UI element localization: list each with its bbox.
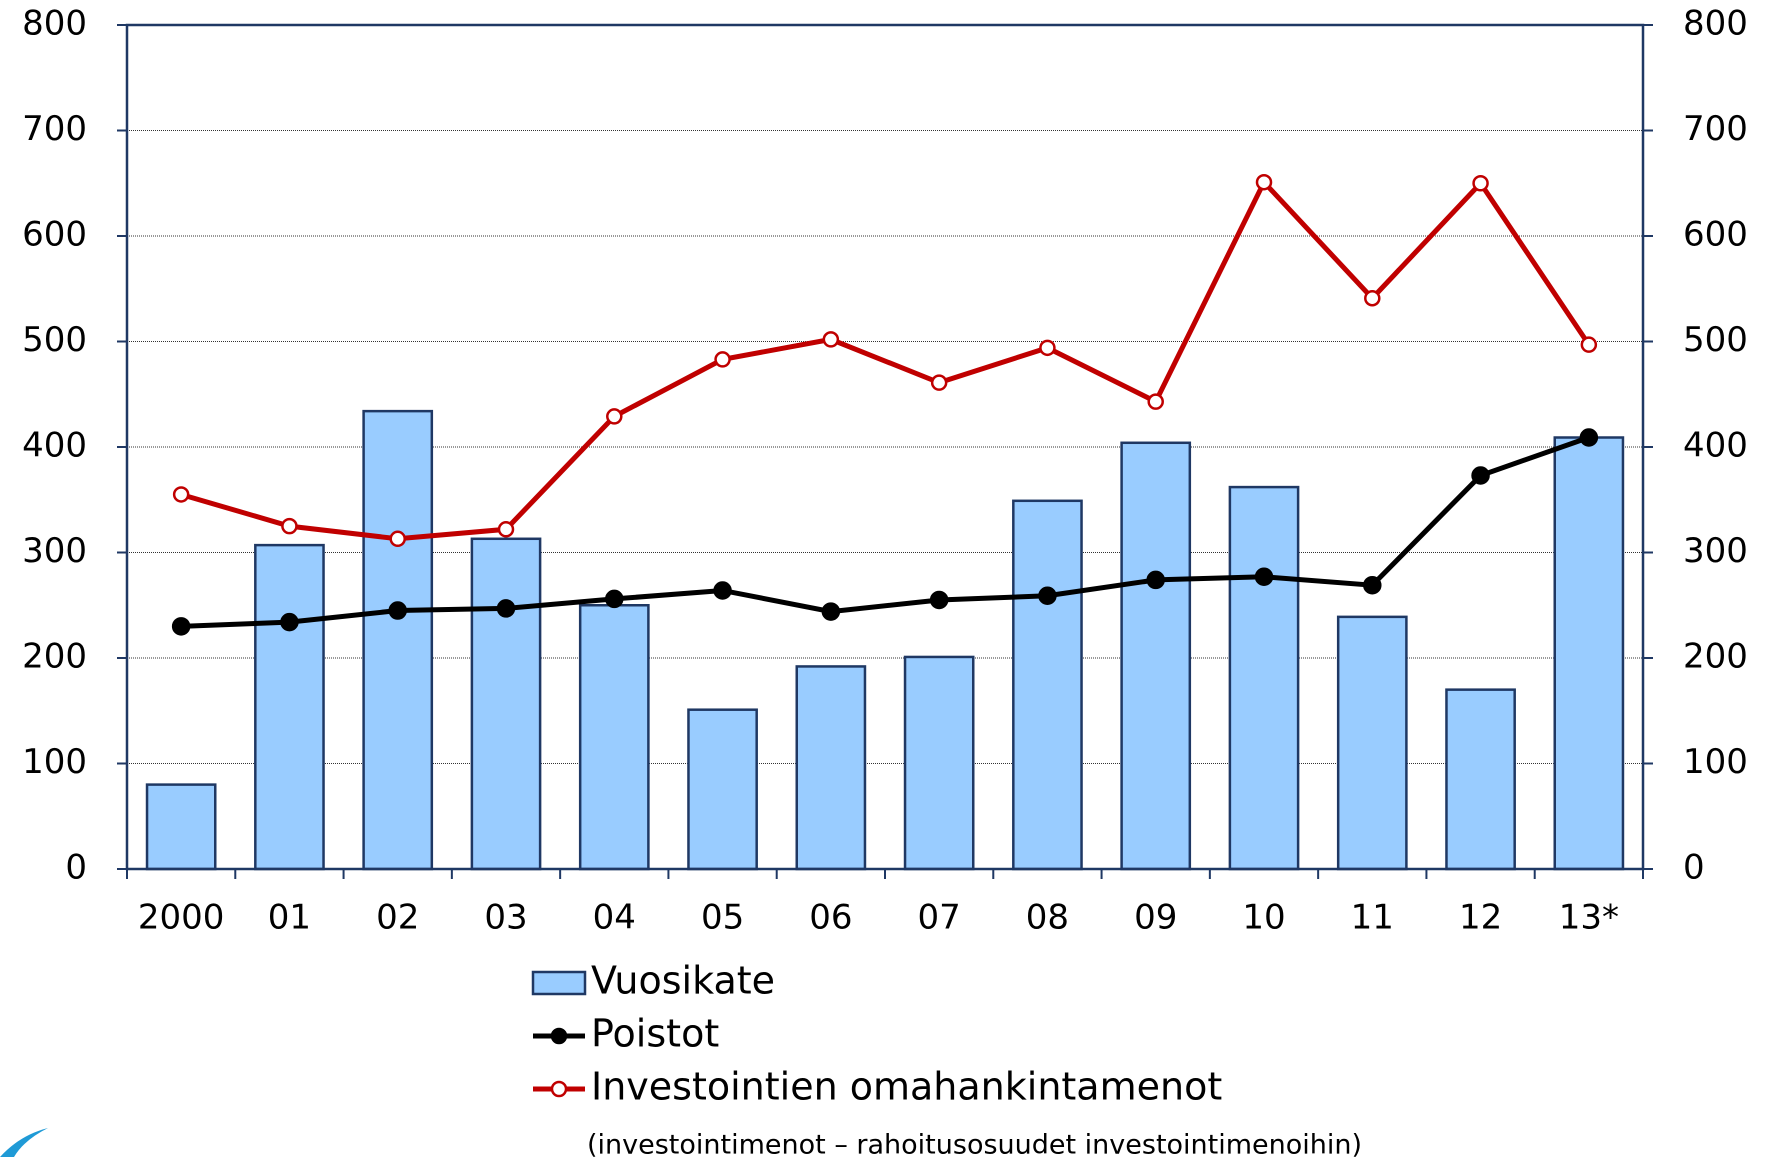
bar bbox=[1228, 485, 1300, 871]
y2-tick-label: 400 bbox=[1683, 426, 1748, 466]
y2-tick-label: 600 bbox=[1683, 215, 1748, 255]
marker bbox=[1580, 336, 1598, 353]
bar bbox=[903, 655, 975, 871]
x-tick-label: 06 bbox=[809, 898, 852, 938]
y2-tick-label: 500 bbox=[1683, 320, 1748, 360]
y-tick-label: 700 bbox=[22, 109, 87, 149]
bar bbox=[470, 537, 542, 871]
x-tick-label: 09 bbox=[1134, 898, 1177, 938]
legend-marker bbox=[550, 1080, 568, 1098]
marker bbox=[280, 612, 299, 632]
marker bbox=[1364, 289, 1381, 307]
y-tick-label: 400 bbox=[22, 426, 87, 466]
y-tick-label: 100 bbox=[22, 742, 87, 782]
y-tick-label: 200 bbox=[22, 637, 87, 677]
marker bbox=[606, 408, 623, 425]
x-tick-label: 12 bbox=[1459, 898, 1502, 938]
line bbox=[181, 435, 1590, 629]
y-tick-label: 0 bbox=[65, 848, 87, 888]
marker bbox=[496, 599, 516, 618]
y-tick-label: 600 bbox=[22, 215, 87, 255]
legend-label: Vuosikate bbox=[591, 959, 775, 1003]
y2-tick-label: 100 bbox=[1683, 742, 1748, 782]
line bbox=[180, 177, 1591, 542]
marker bbox=[1039, 339, 1056, 357]
y-tick-label: 800 bbox=[22, 4, 87, 44]
bar bbox=[1553, 436, 1625, 871]
marker bbox=[930, 374, 948, 391]
marker bbox=[1471, 466, 1490, 485]
y2-tick-label: 700 bbox=[1683, 109, 1748, 149]
plot-frame bbox=[125, 23, 1645, 871]
x-tick-label: 07 bbox=[918, 898, 961, 938]
y2-tick-label: 0 bbox=[1683, 848, 1705, 888]
bar bbox=[1336, 615, 1408, 871]
bar bbox=[578, 604, 650, 871]
marker bbox=[713, 581, 732, 600]
bar bbox=[1120, 441, 1192, 871]
marker bbox=[1147, 393, 1164, 410]
y2-tick-label: 300 bbox=[1683, 531, 1748, 571]
bar bbox=[1445, 688, 1516, 871]
marker bbox=[172, 486, 190, 503]
x-tick-label: 2000 bbox=[138, 898, 225, 938]
marker bbox=[389, 530, 406, 548]
marker bbox=[605, 589, 624, 609]
x-tick-label: 03 bbox=[484, 898, 527, 938]
y-tick-label: 300 bbox=[22, 531, 87, 571]
legend-swatch bbox=[531, 970, 587, 996]
marker bbox=[822, 331, 840, 348]
x-tick-label: 02 bbox=[376, 898, 419, 938]
marker bbox=[1146, 570, 1165, 590]
x-tick-label: 05 bbox=[701, 898, 744, 938]
bar bbox=[362, 409, 434, 871]
marker bbox=[1579, 428, 1599, 447]
legend-label: Investointien omahankintamenot bbox=[591, 1065, 1222, 1109]
marker bbox=[1038, 586, 1057, 606]
bar bbox=[254, 543, 325, 871]
y2-tick-label: 800 bbox=[1683, 4, 1748, 44]
marker bbox=[1363, 575, 1382, 595]
y2-tick-label: 200 bbox=[1683, 637, 1748, 677]
marker bbox=[388, 601, 407, 620]
x-tick-label: 01 bbox=[268, 898, 311, 938]
bar bbox=[1012, 499, 1083, 871]
marker bbox=[1472, 175, 1489, 192]
y-tick-label: 500 bbox=[22, 320, 87, 360]
marker bbox=[1254, 567, 1274, 587]
marker bbox=[929, 590, 949, 610]
marker bbox=[171, 617, 191, 636]
legend-marker bbox=[550, 1027, 568, 1045]
bar bbox=[687, 708, 758, 871]
x-tick-label: 10 bbox=[1242, 898, 1285, 938]
marker bbox=[497, 521, 515, 538]
legend-note: (investointimenot – rahoitusosuudet inve… bbox=[587, 1130, 1362, 1157]
marker bbox=[821, 602, 841, 621]
bar bbox=[795, 665, 867, 871]
x-tick-label: 11 bbox=[1351, 898, 1394, 938]
marker bbox=[281, 517, 298, 535]
bar bbox=[145, 783, 217, 871]
marker bbox=[714, 351, 731, 368]
x-tick-label: 08 bbox=[1026, 898, 1069, 938]
x-tick-label: 04 bbox=[593, 898, 636, 938]
legend-label: Poistot bbox=[591, 1012, 719, 1056]
marker bbox=[1255, 173, 1273, 191]
logo bbox=[0, 1128, 48, 1157]
x-tick-label: 13* bbox=[1559, 898, 1619, 938]
